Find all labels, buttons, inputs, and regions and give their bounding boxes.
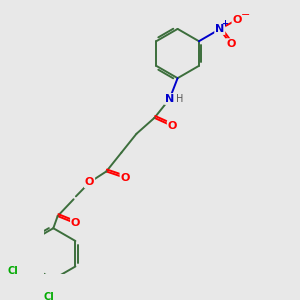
Text: H: H [176, 94, 184, 104]
Text: O: O [121, 173, 130, 183]
Text: O: O [232, 15, 242, 25]
Text: +: + [221, 19, 229, 28]
Text: O: O [71, 218, 80, 228]
Text: Cl: Cl [8, 266, 19, 276]
Text: O: O [168, 121, 177, 131]
Text: O: O [226, 39, 236, 49]
Text: N: N [215, 24, 224, 34]
Text: N: N [165, 94, 174, 104]
Text: Cl: Cl [44, 292, 54, 300]
Text: −: − [241, 10, 250, 20]
Text: O: O [85, 178, 94, 188]
